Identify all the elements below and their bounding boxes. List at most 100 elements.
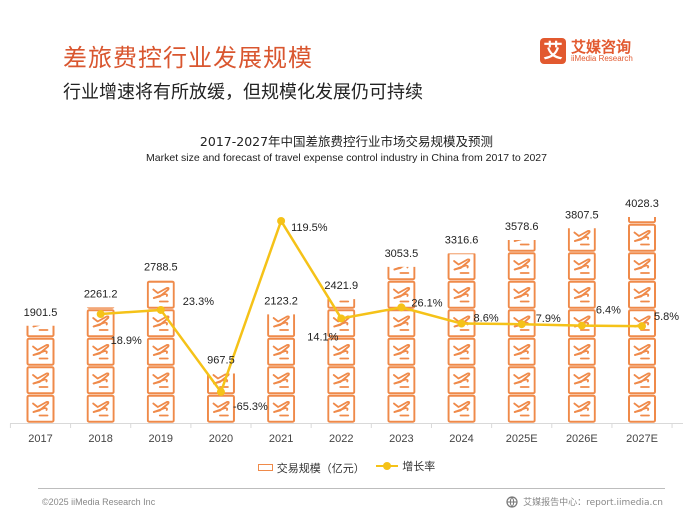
plane-icon [26,337,55,366]
x-tick-label: 2021 [269,433,293,445]
growth-rate-label: 119.5% [291,222,328,234]
bar-2027E [628,217,656,423]
growth-rate-label: 14.1% [307,331,338,343]
bar-2026E [567,228,596,423]
logo-mark-icon: 艾 [540,38,566,64]
legend-item-bar[interactable]: 交易规模（亿元） [257,460,365,476]
plane-icon [206,394,235,423]
bar-value-label: 2421.9 [324,280,358,292]
growth-rate-label: 26.1% [411,297,442,309]
x-tick-label: 2017 [28,433,52,445]
plane-icon [507,239,536,252]
plane-icon [86,309,115,338]
plane-icon [387,394,416,423]
plane-icon [447,337,476,366]
bar-value-label: 2261.2 [84,288,118,300]
plane-icon [146,394,175,423]
plane-icon [327,394,356,423]
plane-icon [267,314,296,338]
plane-icon [628,252,656,281]
legend-label-bar: 交易规模（亿元） [276,461,365,475]
bar-2019 [146,280,175,423]
legend-label-line: 增长率 [402,460,436,473]
growth-rate-point [277,216,286,225]
x-tick-label: 2023 [389,433,413,445]
bar-2023 [387,266,416,423]
plane-icon [447,394,476,423]
bar-2018 [86,307,115,423]
plane-icon [267,337,296,366]
x-tick-label: 2022 [329,433,353,445]
plane-icon [26,325,55,338]
growth-rate-point [397,303,406,312]
x-tick-label: 2020 [209,433,233,445]
chart-legend: 交易规模（亿元） 增长率 [0,458,693,476]
plane-icon [628,280,656,309]
plane-icon [567,252,596,281]
bar-value-label: 1901.5 [24,307,58,319]
bar-value-label: 2788.5 [144,261,178,273]
plane-icon [146,366,175,395]
bar-value-label: 2123.2 [264,295,298,307]
plane-icon [86,307,115,309]
plane-icon [206,373,235,395]
plane-icon [507,337,536,366]
plane-icon [628,223,656,252]
footer-report-link[interactable]: 艾媒报告中心：report.iimedia.cn [523,498,663,508]
plane-icon [267,394,296,423]
plane-icon [86,394,115,423]
plane-icon [447,280,476,309]
plane-icon [567,366,596,395]
growth-rate-label: 5.8% [654,311,679,323]
plane-icon [146,280,175,309]
page-title: 差旅费控行业发展规模 [63,44,313,72]
bar-value-label: 3578.6 [505,221,539,233]
bar-2024 [447,253,476,423]
plane-icon [387,309,416,338]
plane-icon [86,337,115,366]
x-tick-label: 2019 [149,433,173,445]
plane-icon [26,366,55,395]
x-tick-label: 2018 [88,433,112,445]
plane-icon [447,366,476,395]
bar-2025E [507,239,536,423]
growth-rate-point [457,319,466,328]
logo-name-cn: 艾媒咨询 [571,38,632,56]
growth-rate-point [577,321,586,330]
growth-rate-point [638,322,646,331]
plane-icon [387,266,416,281]
bar-value-label: 3807.5 [565,209,599,221]
plane-icon [146,337,175,366]
plane-icon [567,337,596,366]
chart-title: 2017-2027年中国差旅费控行业市场交易规模及预测 [199,134,494,149]
legend-bar-swatch-icon [257,464,273,471]
plane-icon [567,280,596,309]
bar-value-label: 3316.6 [445,234,479,246]
plane-icon [387,366,416,395]
growth-rate-label: 6.4% [596,305,621,317]
bar-value-label: 3053.5 [385,248,419,260]
growth-rate-point [337,314,346,323]
plane-icon [628,366,656,395]
footer-divider [38,488,665,489]
plane-icon [507,394,536,423]
footer-report-center[interactable]: 艾媒报告中心：report.iimedia.cn [506,495,663,508]
growth-rate-point [156,305,165,314]
bar-2017 [26,325,55,423]
x-tick-label: 2025E [506,433,538,445]
legend-line-swatch-icon [376,461,399,471]
plane-icon [327,337,356,366]
growth-rate-point [517,320,526,329]
plane-icon [567,228,596,252]
bar-value-label: 967.5 [207,355,235,367]
x-tick-label: 2024 [449,433,473,445]
bar-2021 [267,314,296,423]
plane-icon [628,217,656,224]
plane-icon [267,366,296,395]
footer-copyright: ©2025 iiMedia Research Inc [42,497,156,507]
chart-subtitle: Market size and forecast of travel expen… [146,152,547,164]
growth-rate-point [216,387,225,396]
growth-rate-label: -65.3% [233,401,268,413]
legend-item-line[interactable]: 增长率 [376,458,435,474]
